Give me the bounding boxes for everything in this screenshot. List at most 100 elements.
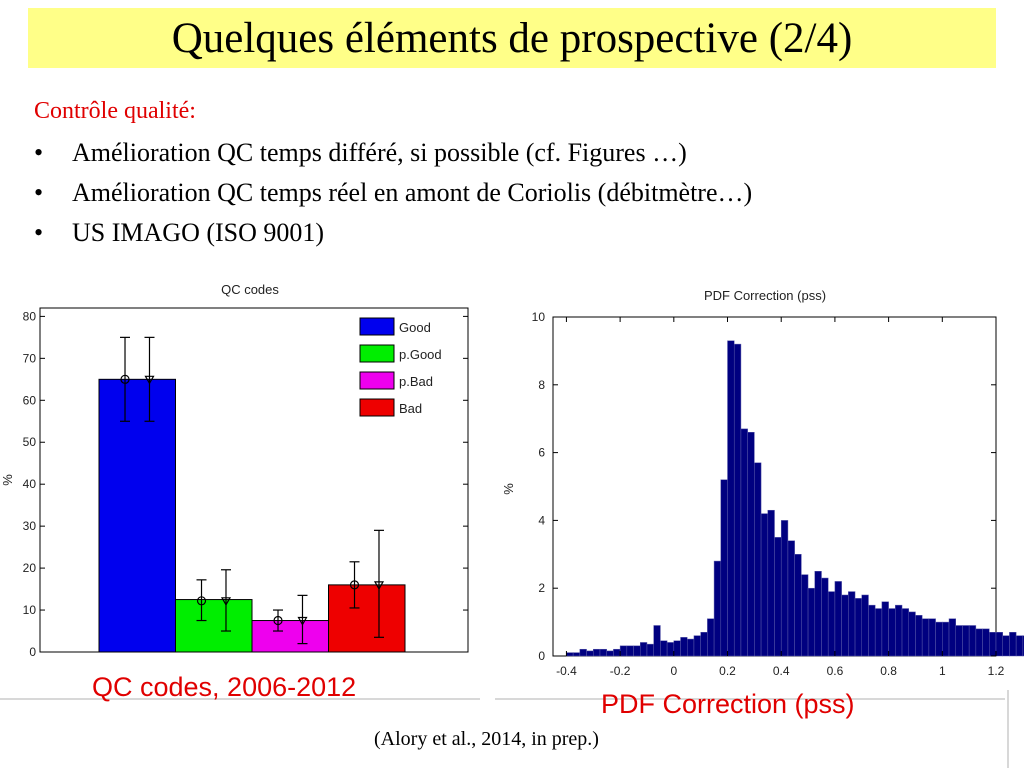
qc-chart-plot: 0 10 20 30 40 50 60 70 80 Good p.Good p.Bad Bad bbox=[23, 307, 469, 659]
qc-legend-swatch bbox=[359, 344, 395, 363]
pdf-histogram-bar bbox=[653, 625, 661, 657]
pdf-histogram-bar bbox=[686, 638, 695, 657]
pdf-histogram-bar bbox=[613, 648, 621, 657]
qc-ytick-label: 80 bbox=[23, 309, 37, 323]
pdf-histogram-bar bbox=[727, 340, 735, 657]
pdf-histogram-bar bbox=[807, 587, 816, 657]
pdf-histogram-bar bbox=[572, 652, 581, 657]
pdf-histogram-bar bbox=[821, 577, 829, 657]
qc-ytick-label: 60 bbox=[23, 393, 37, 407]
pdf-histogram-bar bbox=[827, 591, 836, 657]
qc-ytick-label: 20 bbox=[23, 561, 37, 575]
section-heading: Contrôle qualité: bbox=[34, 98, 196, 124]
pdf-xtick-label: 0.2 bbox=[719, 664, 736, 678]
separator-line bbox=[0, 698, 480, 700]
bullet-text: US IMAGO (ISO 9001) bbox=[72, 218, 325, 247]
pdf-histogram-bar bbox=[888, 608, 896, 657]
qc-legend-label: p.Good bbox=[399, 347, 442, 362]
pdf-histogram-bar bbox=[566, 652, 574, 657]
pdf-histogram-bar bbox=[982, 628, 990, 657]
pdf-histogram-bar bbox=[794, 554, 802, 657]
pdf-xtick-label: 0.8 bbox=[880, 664, 897, 678]
pdf-xtick-label: 1 bbox=[939, 664, 946, 678]
qc-error-marker bbox=[349, 580, 360, 590]
pdf-xtick-label: 1.2 bbox=[988, 664, 1005, 678]
bullet-marker: • bbox=[34, 178, 44, 207]
pdf-histogram-bar bbox=[868, 604, 876, 657]
citation: (Alory et al., 2014, in prep.) bbox=[374, 728, 599, 750]
pdf-xtick-label: 0.6 bbox=[827, 664, 844, 678]
qc-error-marker bbox=[273, 615, 283, 626]
pdf-histogram-bar bbox=[881, 601, 889, 657]
qc-ytick-label: 70 bbox=[23, 351, 37, 365]
slide-title: Quelques éléments de prospective (2/4) bbox=[171, 15, 853, 62]
pdf-histogram-bar bbox=[707, 618, 715, 657]
bullet-marker: • bbox=[34, 138, 44, 167]
qc-legend-label: p.Bad bbox=[399, 374, 433, 389]
pdf-histogram-bar bbox=[935, 621, 943, 657]
qc-ytick-label: 30 bbox=[23, 519, 37, 533]
pdf-histogram-bar bbox=[948, 618, 956, 657]
pdf-xtick-label: -0.2 bbox=[610, 664, 631, 678]
pdf-histogram-bar bbox=[989, 632, 997, 657]
pdf-histogram-bar bbox=[680, 637, 688, 657]
pdf-histogram-bar bbox=[780, 520, 789, 657]
pdf-ytick-label: 8 bbox=[538, 378, 545, 392]
pdf-histogram-bar bbox=[814, 571, 822, 657]
title-bar: Quelques éléments de prospective (2/4) bbox=[28, 8, 996, 68]
pdf-histogram-bar bbox=[874, 608, 883, 657]
pdf-histogram-bar bbox=[626, 645, 634, 657]
pdf-histogram-bar bbox=[774, 537, 782, 657]
pdf-histogram-bar bbox=[861, 594, 869, 657]
pdf-histogram-bar bbox=[1009, 632, 1017, 657]
pdf-histogram-bar bbox=[901, 608, 909, 657]
pdf-chart-plot: 0 2 4 6 8 10 -0.4 -0.2 0 0.2 0.4 0.6 0.8 1 1.2 bbox=[532, 310, 1024, 678]
pdf-xtick-label: 0.4 bbox=[773, 664, 790, 678]
pdf-histogram-bar bbox=[606, 650, 614, 657]
pdf-histogram-bar bbox=[673, 640, 681, 657]
pdf-histogram-bar bbox=[962, 625, 970, 657]
qc-chart-title: QC codes bbox=[221, 282, 279, 297]
pdf-ytick-label: 0 bbox=[538, 649, 545, 663]
bullet-text: Amélioration QC temps réel en amont de C… bbox=[72, 178, 753, 207]
qc-error-marker bbox=[196, 596, 207, 606]
bullet-item: • Amélioration QC temps différé, si possi… bbox=[34, 138, 687, 168]
pdf-chart-caption: PDF Correction (pss) bbox=[601, 689, 855, 719]
bullet-item: • Amélioration QC temps réel en amont de … bbox=[34, 178, 752, 208]
pdf-histogram-bar bbox=[754, 462, 762, 657]
bullet-marker: • bbox=[34, 218, 44, 247]
pdf-histogram-bar bbox=[834, 581, 842, 657]
pdf-histogram-bar bbox=[801, 574, 809, 657]
pdf-ytick-label: 6 bbox=[538, 446, 545, 460]
pdf-histogram-bar bbox=[693, 635, 701, 657]
pdf-histogram-bar bbox=[720, 479, 728, 657]
qc-legend-swatch bbox=[359, 317, 395, 336]
pdf-histogram-bar bbox=[848, 591, 856, 657]
qc-legend-label: Good bbox=[399, 320, 431, 335]
pdf-xtick-label: 0 bbox=[670, 664, 677, 678]
pdf-histogram-bar bbox=[995, 632, 1003, 657]
qc-ytick-label: 0 bbox=[29, 645, 36, 659]
pdf-histogram-bar bbox=[646, 643, 654, 657]
pdf-histogram-bar bbox=[975, 628, 983, 657]
pdf-ytick-label: 10 bbox=[532, 310, 546, 324]
qc-legend-swatch bbox=[359, 371, 395, 390]
pdf-histogram-bar bbox=[1015, 635, 1024, 657]
qc-ytick-label: 50 bbox=[23, 435, 37, 449]
pdf-histogram-bar bbox=[700, 632, 708, 657]
bullet-text: Amélioration QC temps différé, si possib… bbox=[72, 138, 687, 167]
pdf-histogram-bar bbox=[895, 604, 903, 657]
pdf-histogram-bar bbox=[760, 513, 769, 657]
pdf-histogram-bar bbox=[747, 432, 755, 657]
qc-bar-p-bad bbox=[251, 620, 329, 653]
pdf-histogram-bar bbox=[854, 598, 863, 657]
qc-error-marker bbox=[120, 374, 130, 384]
qc-chart-ylabel: % bbox=[0, 474, 15, 486]
pdf-ytick-label: 2 bbox=[538, 581, 545, 595]
pdf-histogram-bar bbox=[740, 428, 748, 657]
qc-error-marker bbox=[220, 597, 232, 607]
pdf-chart-title: PDF Correction (pss) bbox=[704, 288, 826, 303]
qc-bar-bad bbox=[328, 584, 406, 653]
pdf-histogram-bar bbox=[1002, 635, 1010, 657]
